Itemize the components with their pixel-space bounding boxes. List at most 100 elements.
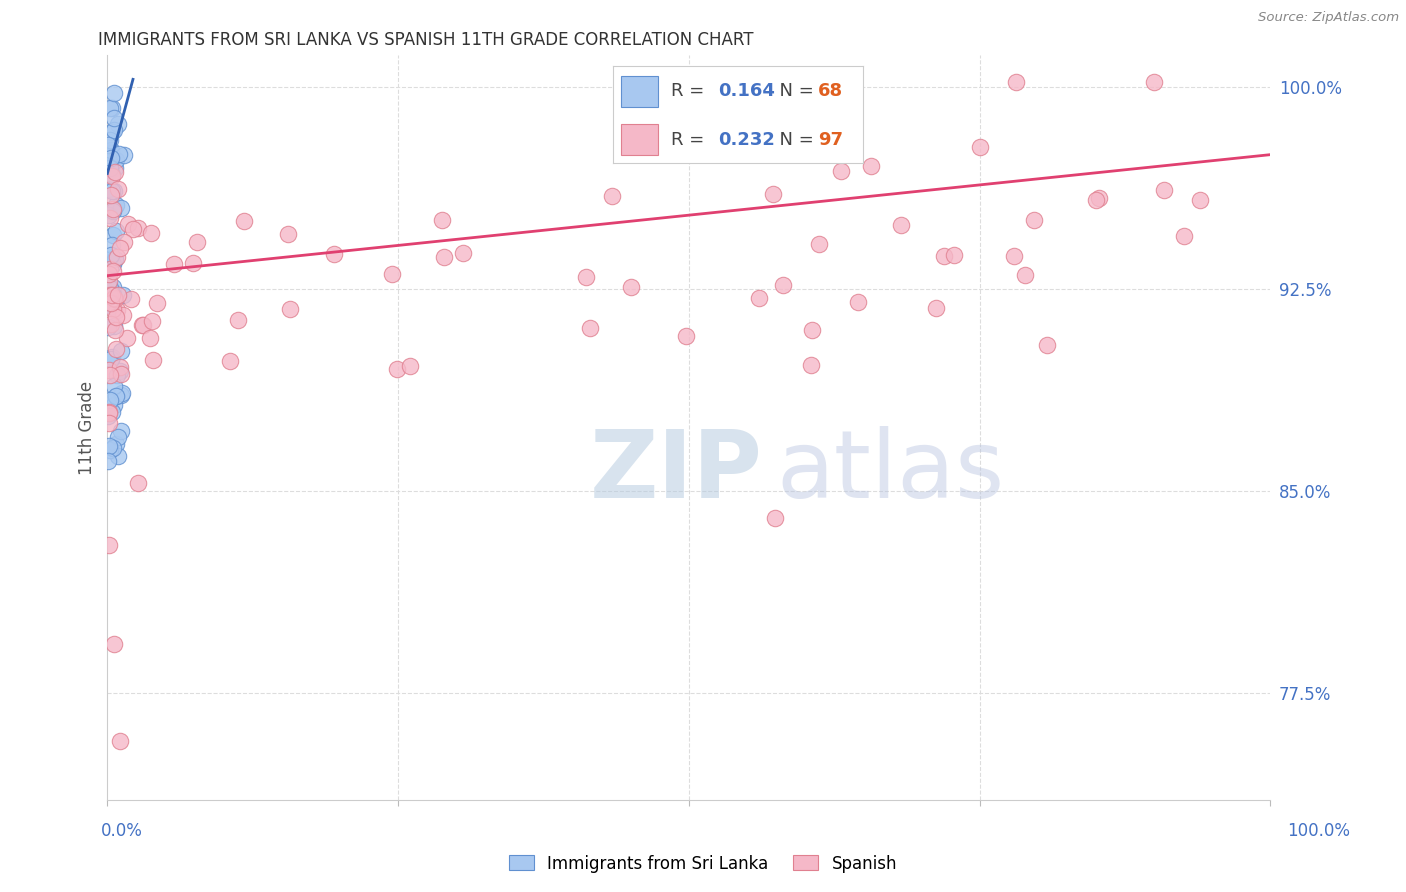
Point: [110, 343, 132, 358]
Point: [763, 147, 786, 161]
Point: [97, 538, 120, 552]
Point: [1035, 338, 1057, 352]
Point: [104, 292, 127, 306]
Point: [1153, 183, 1175, 197]
Point: [763, 510, 786, 524]
Point: [97, 267, 120, 281]
Point: [97, 453, 120, 467]
Point: [97, 406, 120, 420]
Point: [110, 734, 132, 748]
Point: [98, 101, 121, 115]
Text: ZIP: ZIP: [591, 426, 763, 518]
Point: [98, 211, 121, 225]
Point: [101, 169, 124, 183]
Point: [100, 248, 122, 262]
Point: [323, 247, 346, 261]
Point: [1002, 249, 1025, 263]
Point: [969, 139, 991, 153]
Point: [381, 267, 404, 281]
Point: [100, 393, 122, 408]
Point: [104, 310, 127, 325]
Point: [772, 278, 794, 293]
Point: [97, 320, 120, 334]
Point: [1188, 193, 1211, 207]
Point: [105, 302, 128, 317]
Point: [107, 117, 129, 131]
Point: [103, 123, 125, 137]
Point: [846, 294, 869, 309]
Point: [98, 288, 121, 302]
Point: [103, 398, 125, 412]
Point: [890, 218, 912, 232]
Point: [97, 405, 120, 419]
Point: [430, 212, 453, 227]
Point: [823, 118, 845, 132]
Point: [748, 291, 770, 305]
Point: [98, 162, 121, 177]
Point: [101, 203, 124, 218]
Point: [103, 285, 125, 299]
Point: [98, 439, 121, 453]
Point: [103, 257, 125, 271]
Point: [104, 437, 127, 451]
Point: [101, 301, 124, 316]
Point: [103, 86, 125, 100]
Point: [101, 202, 124, 216]
Point: [97, 274, 120, 288]
Point: [399, 359, 422, 373]
Point: [575, 270, 598, 285]
Point: [117, 217, 139, 231]
Point: [1084, 194, 1107, 208]
Point: [132, 318, 155, 332]
Text: 0.0%: 0.0%: [101, 822, 143, 840]
Point: [100, 317, 122, 331]
Point: [138, 331, 160, 345]
Point: [98, 133, 121, 147]
Point: [385, 361, 408, 376]
Point: [675, 329, 697, 343]
Point: [100, 299, 122, 313]
Point: [103, 280, 125, 294]
Point: [98, 281, 121, 295]
Point: [100, 151, 122, 165]
Point: [97, 182, 120, 196]
Point: [181, 256, 204, 270]
Point: [100, 145, 122, 160]
Point: [98, 261, 121, 276]
Point: [111, 308, 134, 322]
Point: [108, 364, 131, 378]
Point: [104, 252, 127, 267]
Point: [98, 154, 121, 169]
Point: [800, 358, 823, 372]
Point: [110, 387, 132, 401]
Point: [97, 409, 120, 423]
Legend: Immigrants from Sri Lanka, Spanish: Immigrants from Sri Lanka, Spanish: [502, 848, 904, 880]
Point: [101, 101, 124, 115]
Point: [142, 353, 165, 368]
Point: [100, 368, 122, 382]
Point: [830, 164, 852, 178]
Point: [97, 208, 120, 222]
Point: [932, 249, 955, 263]
Point: [141, 227, 163, 241]
Point: [860, 160, 883, 174]
Point: [104, 153, 127, 167]
Point: [105, 368, 128, 382]
Point: [278, 302, 301, 317]
Point: [453, 245, 475, 260]
Point: [101, 441, 124, 455]
Point: [579, 321, 602, 335]
Point: [97, 138, 120, 153]
Point: [98, 442, 121, 457]
Point: [103, 112, 125, 126]
Point: [108, 241, 131, 255]
Point: [107, 147, 129, 161]
Point: [145, 295, 167, 310]
Point: [232, 214, 254, 228]
Point: [103, 291, 125, 305]
Point: [110, 424, 132, 438]
Point: [101, 287, 124, 301]
Text: IMMIGRANTS FROM SRI LANKA VS SPANISH 11TH GRADE CORRELATION CHART: IMMIGRANTS FROM SRI LANKA VS SPANISH 11T…: [98, 31, 754, 49]
Point: [97, 362, 120, 376]
Point: [98, 416, 121, 430]
